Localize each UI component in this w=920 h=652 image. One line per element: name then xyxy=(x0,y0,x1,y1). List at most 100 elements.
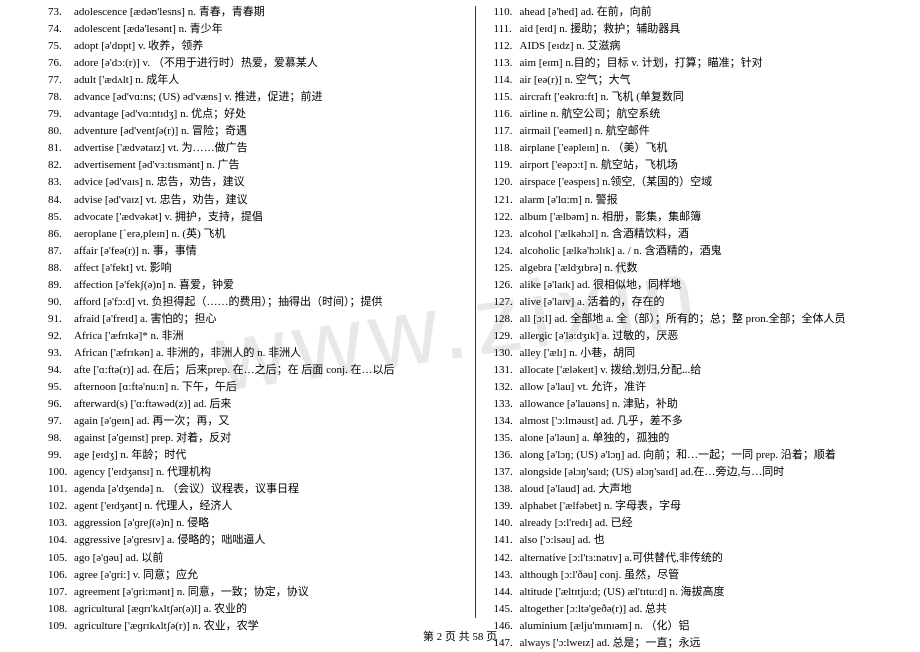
vocab-entry: 86.aeroplane [`erə,pleɪn] n. (英) 飞机 xyxy=(48,226,461,243)
entry-number: 76. xyxy=(48,55,74,72)
entry-text: alley ['ælɪ] n. 小巷，胡同 xyxy=(520,345,907,362)
entry-number: 136. xyxy=(494,447,520,464)
vocab-entry: 96.afterward(s) ['ɑ:ftəwəd(z)] ad. 后来 xyxy=(48,396,461,413)
entry-number: 133. xyxy=(494,396,520,413)
vocab-entry: 100.agency ['eɪdʒənsɪ] n. 代理机构 xyxy=(48,464,461,481)
vocab-entry: 135.alone [ə'ləun] a. 单独的，孤独的 xyxy=(494,430,907,447)
entry-number: 113. xyxy=(494,55,520,72)
vocab-entry: 92.Africa ['æfrɪkə]* n. 非洲 xyxy=(48,328,461,345)
vocab-entry: 143.although [ɔ:l'ðəu] conj. 虽然，尽管 xyxy=(494,567,907,584)
entry-text: agricultural [æɡrɪ'kʌltʃər(ə)l] a. 农业的 xyxy=(74,601,461,618)
entry-text: algebra ['ældʒɪbrə] n. 代数 xyxy=(520,260,907,277)
entry-number: 78. xyxy=(48,89,74,106)
entry-text: aeroplane [`erə,pleɪn] n. (英) 飞机 xyxy=(74,226,461,243)
vocab-entry: 138.aloud [ə'laud] ad. 大声地 xyxy=(494,481,907,498)
vocab-entry: 139.alphabet ['ælfəbet] n. 字母表，字母 xyxy=(494,498,907,515)
entry-number: 88. xyxy=(48,260,74,277)
vocab-entry: 116.airline n. 航空公司；航空系统 xyxy=(494,106,907,123)
entry-text: AIDS [eɪdz] n. 艾滋病 xyxy=(520,38,907,55)
entry-number: 102. xyxy=(48,498,74,515)
entry-number: 124. xyxy=(494,243,520,260)
vocab-entry: 117.airmail ['eəmeɪl] n. 航空邮件 xyxy=(494,123,907,140)
entry-number: 73. xyxy=(48,4,74,21)
entry-text: aid [eɪd] n. 援助；救护；辅助器具 xyxy=(520,21,907,38)
entry-number: 84. xyxy=(48,192,74,209)
entry-number: 140. xyxy=(494,515,520,532)
entry-text: Africa ['æfrɪkə]* n. 非洲 xyxy=(74,328,461,345)
entry-number: 135. xyxy=(494,430,520,447)
entry-number: 118. xyxy=(494,140,520,157)
vocab-entry: 83.advice [əd'vaɪs] n. 忠告，劝告，建议 xyxy=(48,174,461,191)
entry-number: 79. xyxy=(48,106,74,123)
vocab-entry: 131.allocate ['æləkeɪt] v. 拨给,划归,分配...给 xyxy=(494,362,907,379)
entry-text: alive [ə'laɪv] a. 活着的，存在的 xyxy=(520,294,907,311)
entry-text: African ['æfrɪkən] a. 非洲的，非洲人的 n. 非洲人 xyxy=(74,345,461,362)
left-column: 73.adolescence [ædəʊ'lesns] n. 青春，青春期74.… xyxy=(0,0,475,620)
entry-text: ahead [ə'hed] ad. 在前，向前 xyxy=(520,4,907,21)
entry-text: already [ɔ:l'redɪ] ad. 已经 xyxy=(520,515,907,532)
vocab-entry: 121.alarm [ə'lɑ:m] n. 警报 xyxy=(494,192,907,209)
entry-number: 94. xyxy=(48,362,74,379)
vocab-entry: 119.airport ['eəpɔ:t] n. 航空站，飞机场 xyxy=(494,157,907,174)
entry-number: 144. xyxy=(494,584,520,601)
entry-number: 90. xyxy=(48,294,74,311)
entry-text: advantage [əd'vɑ:ntɪdʒ] n. 优点；好处 xyxy=(74,106,461,123)
entry-number: 74. xyxy=(48,21,74,38)
entry-number: 107. xyxy=(48,584,74,601)
vocab-entry: 108.agricultural [æɡrɪ'kʌltʃər(ə)l] a. 农… xyxy=(48,601,461,618)
entry-number: 106. xyxy=(48,567,74,584)
entry-text: along [ə'lɔŋ; (US) ə'lɔŋ] ad. 向前；和…一起；一同… xyxy=(520,447,907,464)
vocab-entry: 84.advise [əd'vaɪz] vt. 忠告，劝告，建议 xyxy=(48,192,461,209)
entry-text: alarm [ə'lɑ:m] n. 警报 xyxy=(520,192,907,209)
entry-number: 112. xyxy=(494,38,520,55)
vocab-entry: 102.agent ['eɪdʒənt] n. 代理人，经济人 xyxy=(48,498,461,515)
entry-text: affect [ə'fekt] vt. 影响 xyxy=(74,260,461,277)
entry-number: 83. xyxy=(48,174,74,191)
entry-text: aircraft ['eəkrɑ:ft] n. 飞机 (单复数同 xyxy=(520,89,907,106)
entry-text: advise [əd'vaɪz] vt. 忠告，劝告，建议 xyxy=(74,192,461,209)
vocab-entry: 81.advertise ['ædvətaɪz] vt. 为……做广告 xyxy=(48,140,461,157)
entry-text: alone [ə'ləun] a. 单独的，孤独的 xyxy=(520,430,907,447)
entry-number: 89. xyxy=(48,277,74,294)
entry-text: agree [ə'ɡri:] v. 同意；应允 xyxy=(74,567,461,584)
entry-text: alike [ə'laɪk] ad. 很相似地，同样地 xyxy=(520,277,907,294)
vocab-entry: 80.adventure [əd'ventʃə(r)] n. 冒险；奇遇 xyxy=(48,123,461,140)
entry-number: 138. xyxy=(494,481,520,498)
entry-text: almost ['ɔ:lməust] ad. 几乎，差不多 xyxy=(520,413,907,430)
vocab-entry: 127.alive [ə'laɪv] a. 活着的，存在的 xyxy=(494,294,907,311)
vocab-entry: 107.agreement [ə'ɡri:mənt] n. 同意，一致；协定，协… xyxy=(48,584,461,601)
entry-text: allergic [ə'lə:dʒɪk] a. 过敏的，厌恶 xyxy=(520,328,907,345)
entry-number: 126. xyxy=(494,277,520,294)
entry-text: agent ['eɪdʒənt] n. 代理人，经济人 xyxy=(74,498,461,515)
vocab-entry: 123.alcohol ['ælkəhɔl] n. 含酒精饮料，酒 xyxy=(494,226,907,243)
entry-text: afford [ə'fɔ:d] vt. 负担得起（……的费用）；抽得出（时间）；… xyxy=(74,294,461,311)
entry-text: advance [əd'vɑ:ns; (US) əd'væns] v. 推进，促… xyxy=(74,89,461,106)
entry-number: 137. xyxy=(494,464,520,481)
entry-text: ago [ə'ɡəu] ad. 以前 xyxy=(74,550,461,567)
entry-text: alcoholic [ælkə'hɔlɪk] a. / n. 含酒精的，酒鬼 xyxy=(520,243,907,260)
vocab-entry: 124.alcoholic [ælkə'hɔlɪk] a. / n. 含酒精的，… xyxy=(494,243,907,260)
vocab-entry: 141.also ['ɔ:lsəu] ad. 也 xyxy=(494,532,907,549)
entry-text: alongside [əlɔŋ'saɪd; (US) əlɔŋ'saɪd] ad… xyxy=(520,464,907,481)
entry-number: 95. xyxy=(48,379,74,396)
entry-text: affair [ə'feə(r)] n. 事，事情 xyxy=(74,243,461,260)
entry-text: adopt [ə'dɒpt] v. 收养，领养 xyxy=(74,38,461,55)
entry-number: 130. xyxy=(494,345,520,362)
vocab-entry: 104.aggressive [ə'ɡresɪv] a. 侵略的；咄咄逼人 xyxy=(48,532,461,549)
vocab-entry: 93.African ['æfrɪkən] a. 非洲的，非洲人的 n. 非洲人 xyxy=(48,345,461,362)
vocab-entry: 145.altogether [ɔ:ltə'ɡeðə(r)] ad. 总共 xyxy=(494,601,907,618)
entry-number: 93. xyxy=(48,345,74,362)
entry-number: 122. xyxy=(494,209,520,226)
entry-number: 125. xyxy=(494,260,520,277)
vocab-entry: 136.along [ə'lɔŋ; (US) ə'lɔŋ] ad. 向前；和…一… xyxy=(494,447,907,464)
entry-text: afterward(s) ['ɑ:ftəwəd(z)] ad. 后来 xyxy=(74,396,461,413)
entry-text: advice [əd'vaɪs] n. 忠告，劝告，建议 xyxy=(74,174,461,191)
entry-text: alternative [ɔ:l'tɜ:nətɪv] a.可供替代,非传统的 xyxy=(520,550,907,567)
entry-text: also ['ɔ:lsəu] ad. 也 xyxy=(520,532,907,549)
entry-text: all [ɔ:l] ad. 全部地 a. 全（部）；所有的；总；整 pron.全… xyxy=(520,311,907,328)
entry-number: 77. xyxy=(48,72,74,89)
entry-text: altitude ['æltɪtju:d; (US) æl'tɪtu:d] n.… xyxy=(520,584,907,601)
vocab-entry: 113.aim [eɪm] n.目的；目标 v. 计划，打算；瞄准；针对 xyxy=(494,55,907,72)
entry-text: airspace ['eəspeɪs] n.领空,（某国的）空域 xyxy=(520,174,907,191)
entry-text: alcohol ['ælkəhɔl] n. 含酒精饮料，酒 xyxy=(520,226,907,243)
